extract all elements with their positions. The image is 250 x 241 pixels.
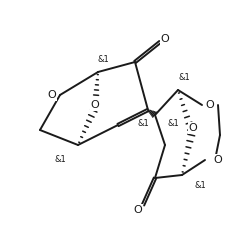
Text: &1: &1: [54, 154, 66, 163]
Text: O: O: [90, 100, 100, 110]
Text: O: O: [134, 205, 142, 215]
Text: &1: &1: [167, 119, 179, 127]
Text: O: O: [214, 155, 222, 165]
Text: &1: &1: [194, 181, 206, 189]
Text: O: O: [48, 90, 56, 100]
Text: O: O: [206, 100, 214, 110]
Text: &1: &1: [97, 55, 109, 65]
Text: &1: &1: [137, 120, 149, 128]
Text: O: O: [160, 34, 170, 44]
Text: O: O: [189, 123, 198, 133]
Text: &1: &1: [178, 74, 190, 82]
